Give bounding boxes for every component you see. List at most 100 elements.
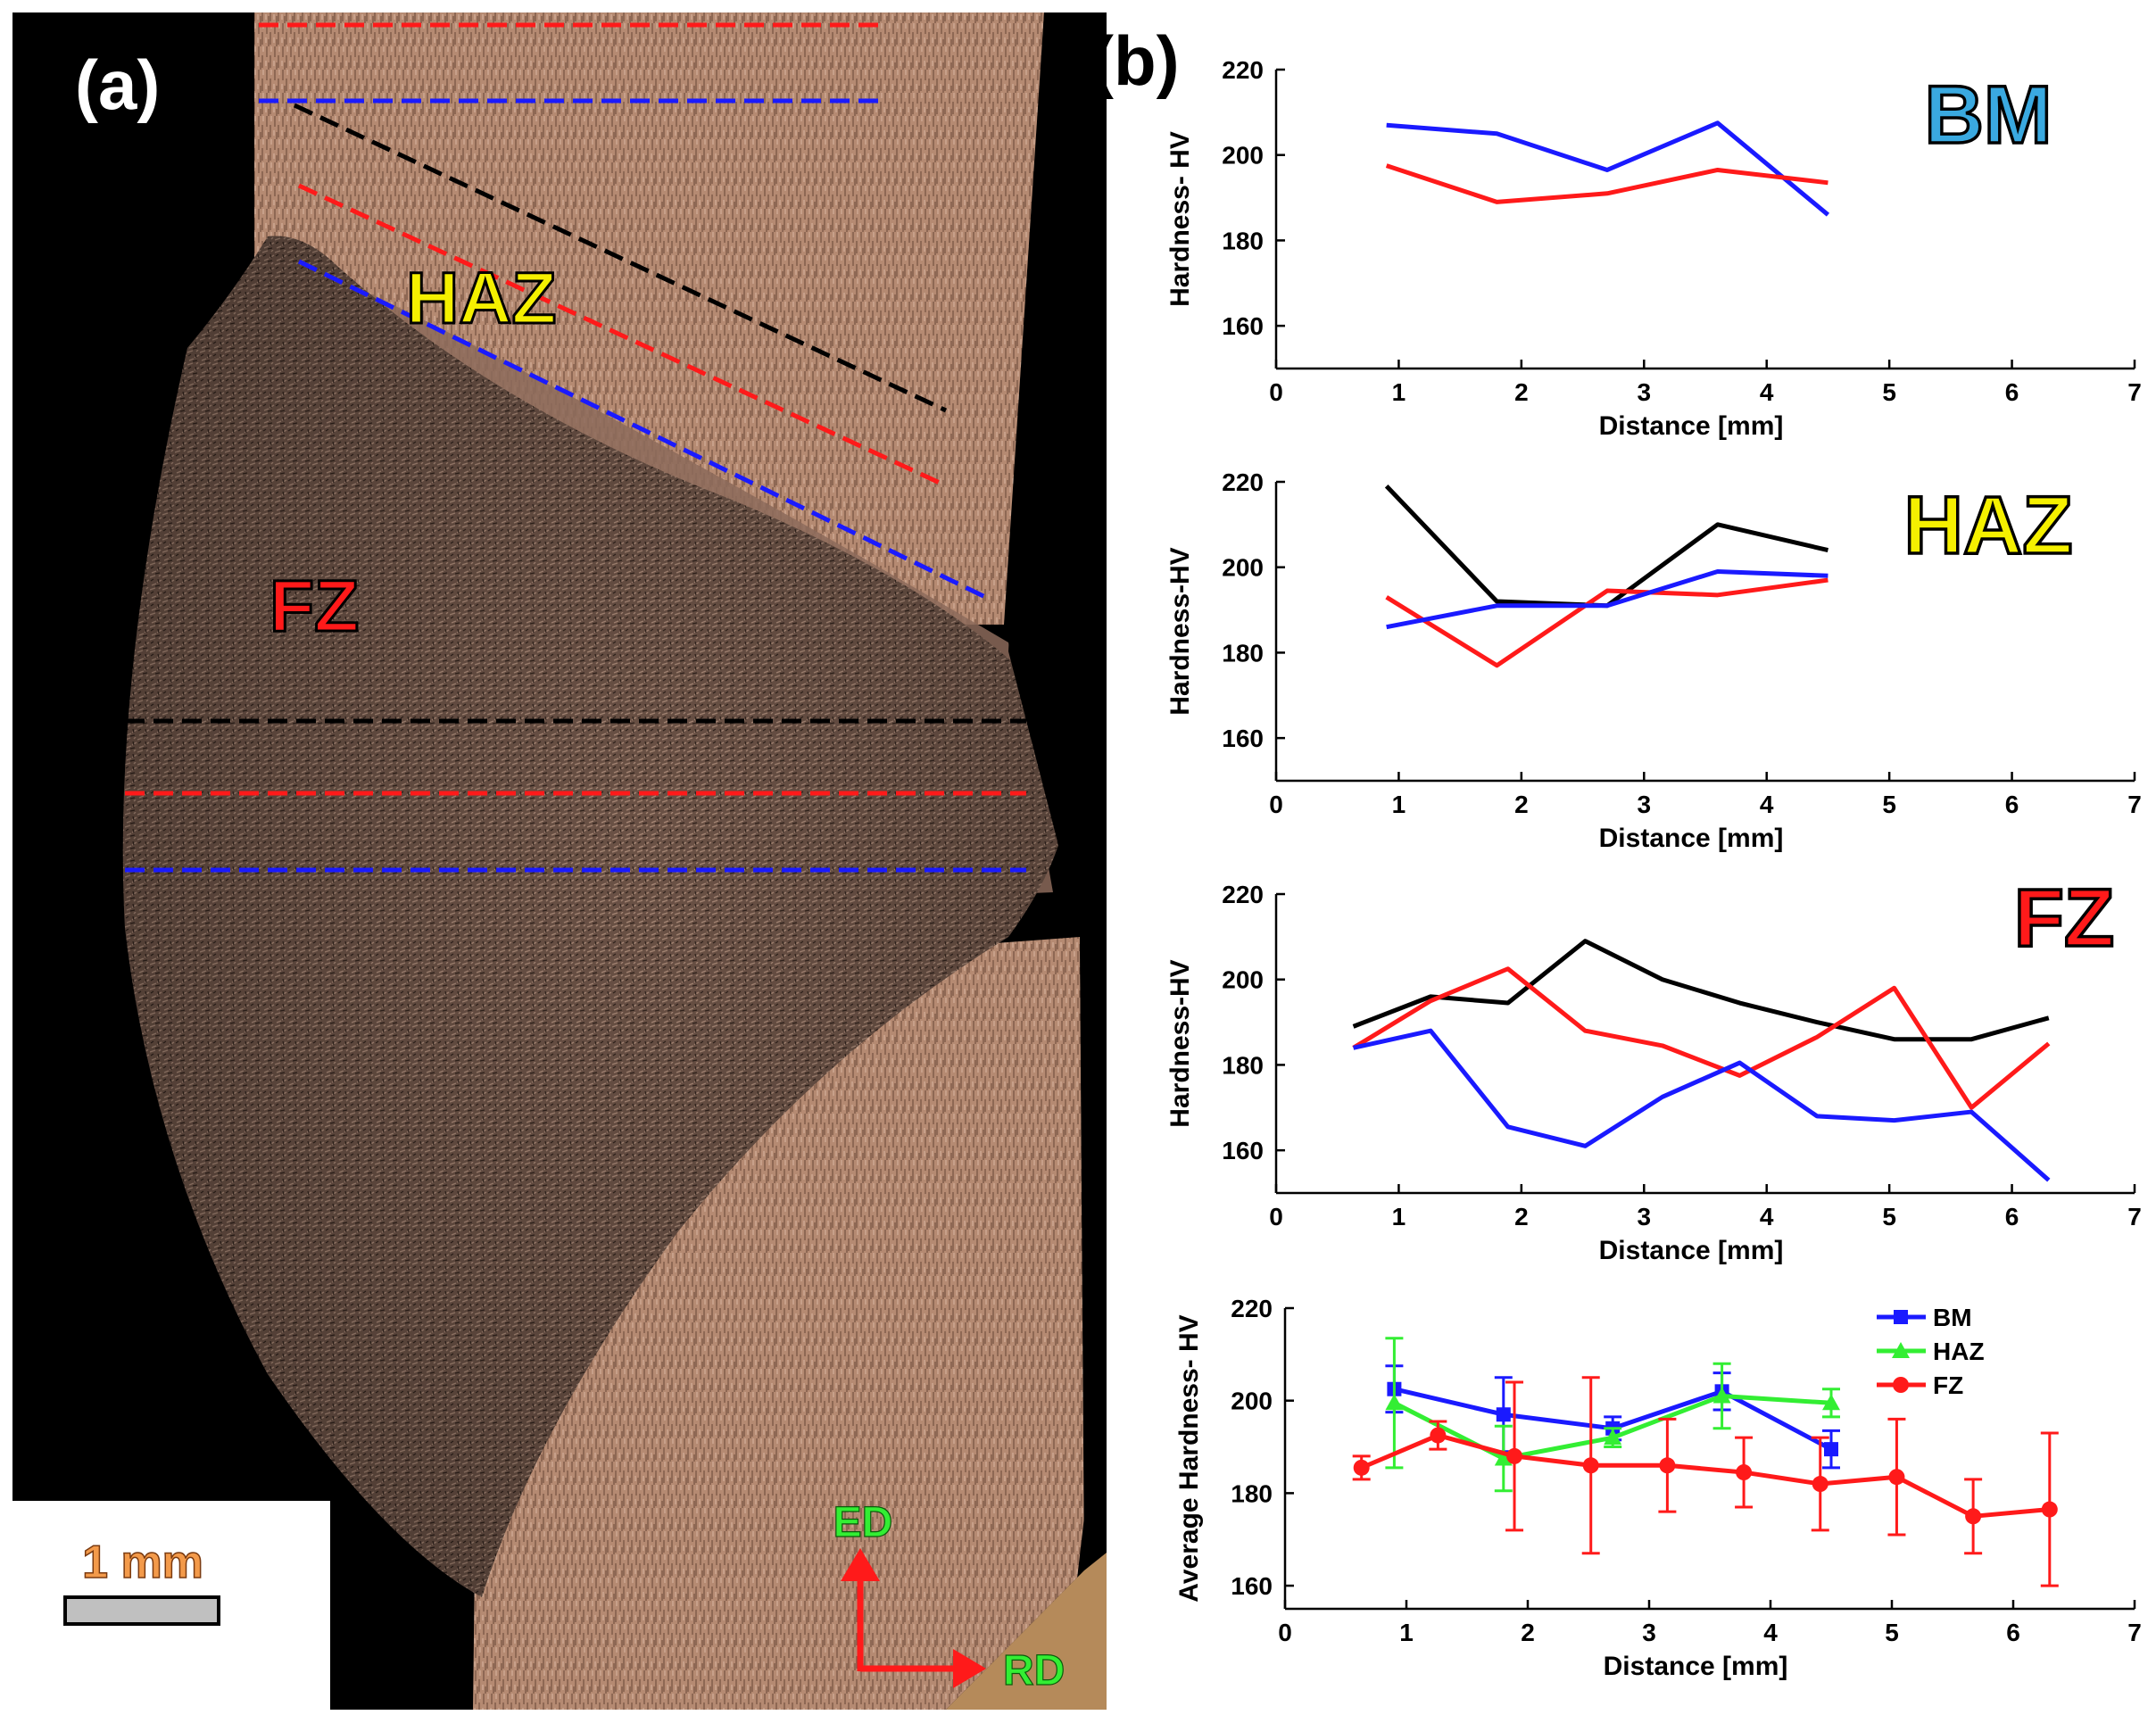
series-HAZ [1385, 1337, 1840, 1493]
series-line [1353, 1028, 2051, 1182]
x-tick-label: 3 [1637, 791, 1651, 818]
data-point [1824, 1442, 1838, 1457]
x-tick-label: 4 [1760, 791, 1774, 818]
x-tick-label: 7 [2127, 791, 2142, 818]
x-tick-label: 7 [2127, 1619, 2142, 1646]
x-axis-label: Distance [mm] [1599, 411, 1784, 441]
label-background [12, 12, 218, 146]
data-point [1506, 1447, 1523, 1464]
legend-marker [1894, 1310, 1908, 1324]
ed-arrow-head [841, 1548, 880, 1581]
rd-axis-label: RD [1003, 1647, 1065, 1694]
y-tick-label: 160 [1222, 312, 1264, 340]
data-point [1496, 1407, 1511, 1422]
x-axis-label: Distance [mm] [1599, 824, 1784, 853]
legend-marker [1893, 1377, 1909, 1393]
y-tick-label: 200 [1222, 966, 1264, 994]
y-axis-label: Hardness- HV [1165, 131, 1195, 307]
y-tick-label: 220 [1231, 1295, 1273, 1322]
data-point [1965, 1508, 1982, 1525]
legend-label: FZ [1933, 1371, 1963, 1399]
haz-line-black [293, 103, 948, 413]
x-tick-label: 3 [1637, 1203, 1651, 1230]
chart-title: BM [1924, 70, 2052, 161]
y-tick-label: 200 [1222, 142, 1264, 170]
data-point [1353, 1459, 1370, 1476]
x-tick-label: 0 [1269, 378, 1283, 406]
x-tick-label: 1 [1399, 1619, 1414, 1646]
x-tick-label: 5 [1882, 378, 1896, 406]
x-tick-label: 0 [1269, 1203, 1283, 1230]
series-blue [1386, 569, 1828, 630]
x-tick-label: 6 [2005, 791, 2019, 818]
data-point [1385, 1394, 1404, 1411]
x-tick-label: 1 [1392, 378, 1406, 406]
x-tick-label: 5 [1882, 791, 1896, 818]
y-axis-label: Hardness-HV [1165, 547, 1195, 715]
legend-label: HAZ [1933, 1338, 1985, 1365]
legend-marker [1892, 1342, 1910, 1358]
series-line [1385, 577, 1828, 668]
data-point [1888, 1469, 1905, 1486]
series-line [1352, 939, 2050, 1042]
x-tick-label: 4 [1763, 1619, 1778, 1646]
haz-zone-label: HAZ [406, 258, 557, 339]
series-line [1386, 569, 1828, 630]
data-point [1604, 1429, 1622, 1446]
y-tick-label: 160 [1231, 1572, 1273, 1600]
haz-line-red [297, 183, 943, 486]
x-tick-label: 4 [1760, 378, 1774, 406]
y-tick-label: 180 [1222, 227, 1264, 254]
series-red [1385, 163, 1828, 204]
legend-label: BM [1933, 1304, 1972, 1331]
y-axis-label: Average Hardness- HV [1174, 1314, 1204, 1602]
panel-b-label: (b) [1090, 21, 1180, 100]
x-tick-label: 3 [1642, 1619, 1656, 1646]
series-line [1386, 120, 1830, 217]
fz-zone-label: FZ [270, 566, 359, 647]
x-tick-label: 6 [2005, 1203, 2019, 1230]
measurement-lines [125, 22, 1026, 873]
y-axis-label: Hardness-HV [1165, 959, 1195, 1127]
x-tick-label: 5 [1882, 1203, 1896, 1230]
series-red [1385, 577, 1828, 668]
scale-bar [63, 1595, 220, 1626]
x-tick-label: 2 [1514, 1203, 1529, 1230]
fusion-zone-shade [122, 236, 1071, 1597]
series-line [1352, 966, 2051, 1110]
x-tick-label: 7 [2127, 378, 2142, 406]
data-point [1812, 1476, 1828, 1493]
scale-bar-label: 1 mm [82, 1537, 203, 1588]
y-tick-label: 180 [1222, 1051, 1264, 1079]
data-point [1494, 1449, 1513, 1466]
series-BM [1385, 1364, 1840, 1470]
x-tick-label: 1 [1392, 1203, 1406, 1230]
data-point [1712, 1387, 1731, 1404]
x-tick-label: 1 [1392, 791, 1406, 818]
chart-title: FZ [2014, 873, 2114, 964]
x-tick-label: 0 [1269, 791, 1283, 818]
series-blue [1386, 120, 1830, 217]
x-axis-label: Distance [mm] [1599, 1236, 1784, 1265]
data-point [1822, 1394, 1840, 1411]
y-tick-label: 200 [1231, 1388, 1273, 1415]
y-tick-label: 160 [1222, 1137, 1264, 1164]
panel-a-label: (a) [75, 46, 160, 124]
x-tick-label: 7 [2127, 1203, 2142, 1230]
series-blue [1353, 1028, 2051, 1182]
x-tick-label: 5 [1885, 1619, 1899, 1646]
series-red [1352, 966, 2051, 1110]
x-tick-label: 2 [1514, 378, 1529, 406]
ed-axis-label: ED [833, 1499, 893, 1546]
x-tick-label: 4 [1760, 1203, 1774, 1230]
chart-average: 0 1 2 3 4 5 6 7 160 180 200 220 Distance [mm] Average… [1174, 1295, 2142, 1681]
haz-line-blue [297, 259, 992, 602]
chart-fz: 0 1 2 3 4 5 6 7 160 180 200 220 Distance [mm] Hardnes… [1165, 871, 2142, 1265]
y-tick-label: 160 [1222, 725, 1264, 752]
x-axis-label: Distance [mm] [1604, 1652, 1788, 1681]
rd-arrow-head [953, 1649, 986, 1688]
y-tick-label: 180 [1222, 639, 1264, 667]
data-point [1736, 1464, 1753, 1481]
chart-title: HAZ [1903, 480, 2072, 571]
